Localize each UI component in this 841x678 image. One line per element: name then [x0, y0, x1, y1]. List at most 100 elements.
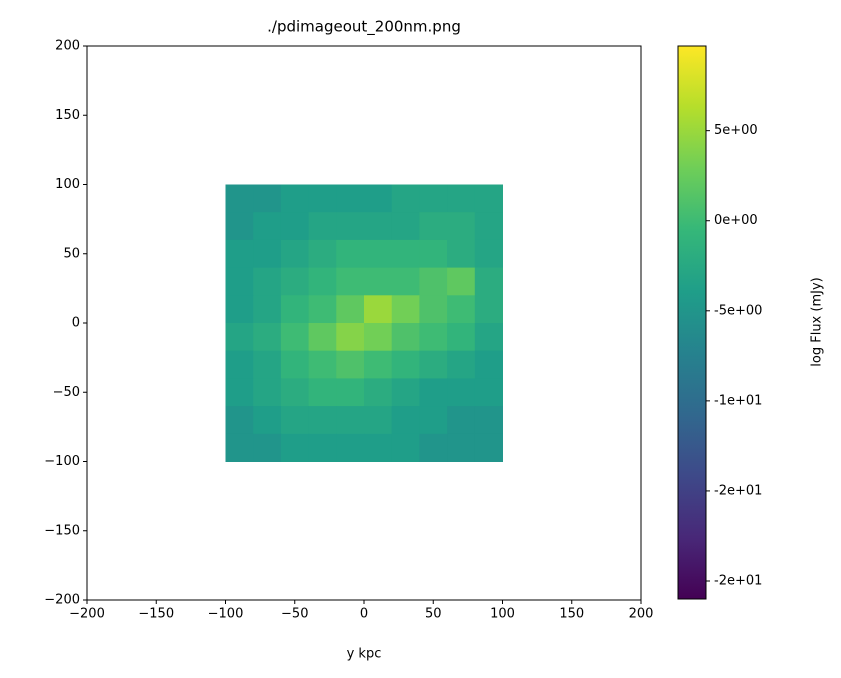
y-tick-label: −100: [44, 454, 80, 469]
heatmap-cell: [308, 239, 337, 269]
heatmap-cell: [253, 433, 282, 462]
heatmap-cell: [253, 212, 282, 241]
y-tick-label: 200: [55, 39, 80, 54]
heatmap-cell: [364, 378, 393, 407]
heatmap-cell: [280, 212, 310, 241]
heatmap-cell: [364, 406, 393, 435]
heatmap-cell: [336, 433, 365, 462]
heatmap-cell: [336, 406, 365, 435]
heatmap-cell: [280, 239, 310, 269]
heatmap-cell: [225, 406, 254, 435]
heatmap-cell: [336, 239, 365, 269]
x-tick-label: 200: [629, 607, 654, 622]
heatmap-cell: [364, 267, 393, 296]
heatmap-cell: [474, 295, 503, 324]
heatmap-cell: [474, 267, 503, 296]
y-tick-label: 50: [63, 246, 80, 261]
heatmap-cell: [308, 295, 337, 324]
heatmap-cell: [336, 267, 365, 296]
heatmap-cell: [474, 406, 503, 435]
heatmap-cell: [308, 184, 337, 213]
heatmap-cell: [391, 406, 420, 435]
heatmap-cell: [447, 295, 476, 324]
heatmap-cell: [364, 323, 393, 352]
heatmap-cell: [253, 295, 282, 324]
colorbar-tick-label: -2e+01: [714, 483, 762, 498]
heatmap-cell: [391, 239, 420, 269]
heatmap-cell: [419, 406, 448, 435]
heatmap-cell: [419, 433, 448, 462]
x-tick-label: −200: [69, 607, 105, 622]
heatmap-cell: [225, 267, 254, 296]
colorbar-tick-label: 0e+00: [714, 213, 758, 228]
heatmap-cell: [447, 433, 476, 462]
y-tick-label: 100: [55, 177, 80, 192]
heatmap-cell: [474, 378, 503, 407]
heatmap-cell: [364, 239, 393, 269]
heatmap-cell: [419, 350, 448, 379]
heatmap-cell: [474, 212, 503, 241]
y-tick-label: −200: [44, 593, 80, 608]
heatmap-cell: [391, 212, 420, 241]
heatmap-cell: [253, 184, 282, 213]
heatmap-cell: [225, 378, 254, 407]
heatmap-cell: [336, 323, 365, 352]
heatmap-cell: [447, 267, 476, 296]
heatmap-cell: [364, 184, 393, 213]
heatmap-cell: [419, 184, 448, 213]
heatmap-cell: [419, 295, 448, 324]
heatmap-cell: [280, 406, 310, 435]
heatmap-cell: [447, 184, 476, 213]
heatmap-cell: [253, 323, 282, 352]
heatmap-cell: [225, 239, 254, 269]
heatmap-cell: [280, 378, 310, 407]
heatmap-cell: [447, 212, 476, 241]
heatmap-cell: [308, 433, 337, 462]
heatmap-cell: [280, 323, 310, 352]
heatmap-cell: [308, 212, 337, 241]
heatmap-cell: [364, 433, 393, 462]
y-tick-label: 150: [55, 108, 80, 123]
heatmap-cell: [474, 239, 503, 269]
heatmap-cell: [336, 295, 365, 324]
colorbar-tick-label: -5e+00: [714, 303, 762, 318]
heatmap-cell: [336, 378, 365, 407]
heatmap-cell: [391, 350, 420, 379]
heatmap-cell: [391, 184, 420, 213]
heatmap-cell: [225, 295, 254, 324]
heatmap-cell: [308, 378, 337, 407]
heatmap-cell: [253, 406, 282, 435]
heatmap-cell: [391, 295, 420, 324]
heatmap-cell: [253, 350, 282, 379]
colorbar-tick-label: -1e+01: [714, 393, 762, 408]
heatmap-cell: [391, 323, 420, 352]
heatmap-cell: [308, 350, 337, 379]
chart-title: ./pdimageout_200nm.png: [267, 18, 461, 37]
x-tick-label: −50: [281, 607, 308, 622]
heatmap-cell: [308, 267, 337, 296]
heatmap-cell: [447, 323, 476, 352]
x-tick-label: −150: [138, 607, 174, 622]
heatmap-cell: [474, 184, 503, 213]
heatmap-cell: [364, 350, 393, 379]
heatmap-cell: [391, 378, 420, 407]
heatmap-cell: [253, 378, 282, 407]
heatmap-cell: [391, 433, 420, 462]
heatmap-cell: [280, 350, 310, 379]
heatmap-cell: [280, 433, 310, 462]
heatmap-cell: [364, 295, 393, 324]
colorbar-tick-label: 5e+00: [714, 123, 758, 138]
heatmap-cell: [419, 378, 448, 407]
x-tick-label: 100: [490, 607, 515, 622]
heatmap-cell: [308, 323, 337, 352]
x-tick-label: 150: [559, 607, 584, 622]
colorbar-tick-label: -2e+01: [714, 573, 762, 588]
y-tick-label: −50: [53, 385, 80, 400]
colorbar-label: log Flux (mJy): [810, 277, 825, 366]
heatmap-cell: [280, 184, 310, 213]
heatmap-cell: [225, 212, 254, 241]
x-tick-label: 50: [425, 607, 442, 622]
heatmap-cell: [336, 212, 365, 241]
y-tick-label: 0: [72, 316, 80, 331]
